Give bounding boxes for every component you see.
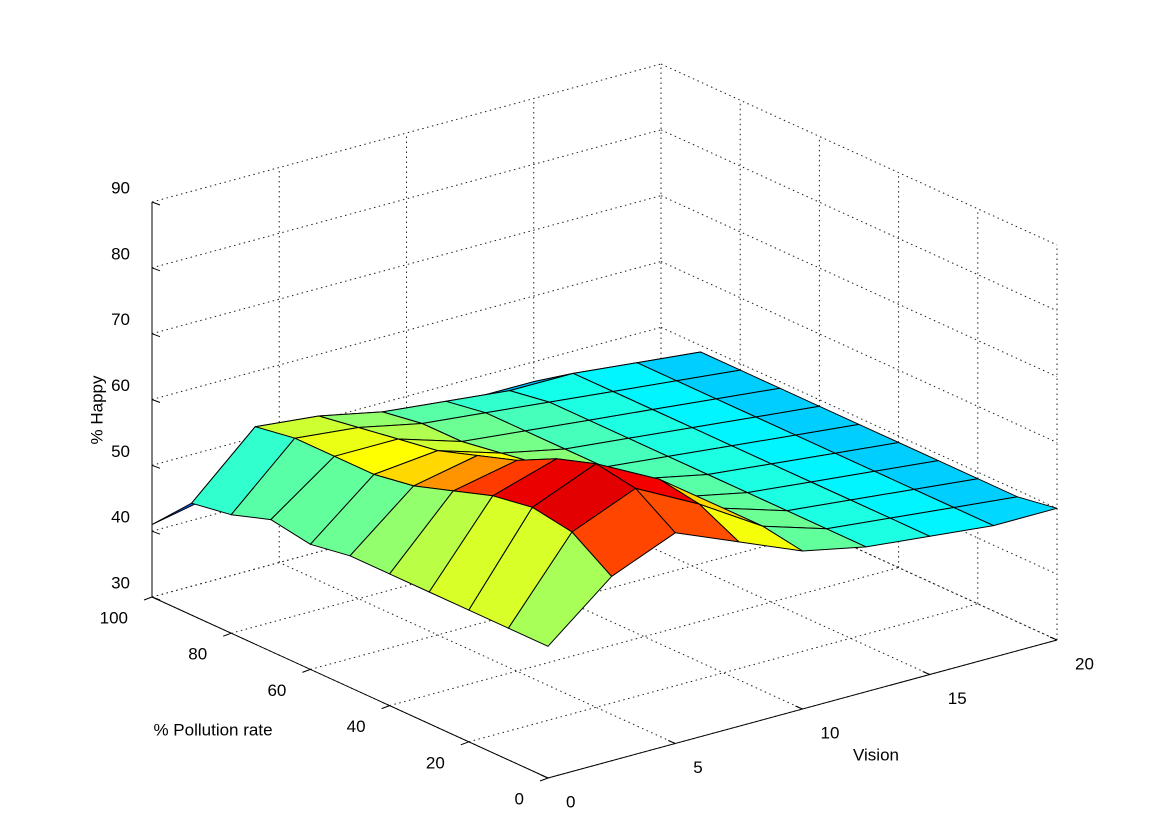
z-axis-title: % Happy xyxy=(87,375,106,444)
x-tick-label: 0 xyxy=(566,792,575,811)
y-tick-label: 100 xyxy=(100,608,128,627)
z-tick-label: 40 xyxy=(111,508,130,527)
tick-mark xyxy=(460,741,469,746)
z-tick-label: 30 xyxy=(111,573,130,592)
tick-mark xyxy=(151,333,161,338)
surface-face xyxy=(507,531,613,647)
tick-mark xyxy=(795,705,803,710)
z-tick-label: 50 xyxy=(111,442,130,461)
y-axis-title: % Pollution rate xyxy=(153,720,272,739)
y-tick-label: 80 xyxy=(188,645,207,664)
tick-mark xyxy=(223,632,232,637)
grid-line xyxy=(151,63,662,203)
x-tick-label: 20 xyxy=(1075,654,1094,673)
x-tick-label: 15 xyxy=(948,689,967,708)
tick-mark xyxy=(151,399,161,403)
tick-mark xyxy=(540,774,549,779)
tick-mark xyxy=(1049,636,1058,641)
x-axis-title: Vision xyxy=(853,745,899,764)
axis-line xyxy=(151,596,549,779)
tick-mark xyxy=(143,596,153,601)
tick-mark xyxy=(151,530,161,535)
tick-mark xyxy=(381,705,390,710)
grid-line xyxy=(660,129,1058,312)
y-tick-label: 40 xyxy=(347,717,366,736)
tick-mark xyxy=(668,740,676,744)
y-tick-label: 0 xyxy=(515,789,524,808)
y-tick-label: 20 xyxy=(426,753,445,772)
grid-line xyxy=(660,63,1058,246)
tick-mark xyxy=(151,201,161,206)
z-tick-label: 70 xyxy=(111,310,130,329)
tick-mark xyxy=(151,596,161,601)
tick-mark xyxy=(151,267,161,272)
z-tick-label: 80 xyxy=(111,244,130,263)
y-tick-label: 60 xyxy=(267,681,286,700)
tick-mark xyxy=(151,464,161,469)
tick-mark xyxy=(539,777,549,782)
z-tick-label: 60 xyxy=(111,376,130,395)
grid-line xyxy=(660,195,1058,378)
x-tick-label: 5 xyxy=(693,758,702,777)
tick-mark xyxy=(922,671,930,675)
z-tick-label: 90 xyxy=(111,178,130,197)
tick-mark xyxy=(302,668,311,673)
x-tick-label: 10 xyxy=(821,723,840,742)
